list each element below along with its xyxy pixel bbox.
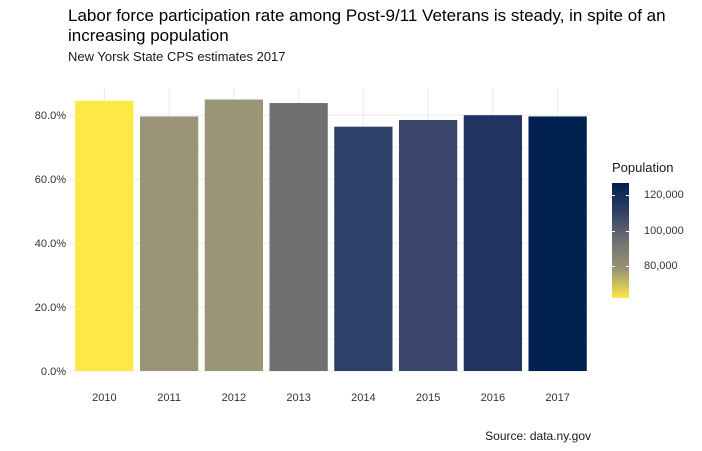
y-tick-label: 20.0% xyxy=(35,302,66,314)
x-tick-label: 2014 xyxy=(351,392,375,404)
legend-tick-mark xyxy=(612,230,615,232)
legend-tick-mark xyxy=(626,230,629,232)
x-tick-label: 2013 xyxy=(286,392,310,404)
y-tick-label: 0.0% xyxy=(41,366,66,378)
bars xyxy=(75,99,587,372)
legend-color-bar xyxy=(612,183,629,298)
x-axis-ticks: 2010 2011 2012 2013 2014 2015 2016 2017 xyxy=(92,392,570,404)
chart-title: Labor force participation rate among Pos… xyxy=(68,6,666,45)
legend-title: Population xyxy=(612,160,674,175)
x-tick-label: 2017 xyxy=(545,392,569,404)
y-tick-label: 80.0% xyxy=(35,110,66,122)
bar-2010 xyxy=(75,100,134,372)
x-tick-label: 2010 xyxy=(92,392,116,404)
x-tick-label: 2011 xyxy=(157,392,181,404)
legend-tick-label: 120,000 xyxy=(644,189,684,202)
y-tick-label: 40.0% xyxy=(35,238,66,250)
x-tick-label: 2015 xyxy=(416,392,440,404)
y-tick-label: 60.0% xyxy=(35,174,66,186)
legend-tick-mark xyxy=(612,266,615,268)
bar-2017 xyxy=(528,116,587,371)
x-tick-label: 2016 xyxy=(481,392,505,404)
x-tick-label: 2012 xyxy=(222,392,246,404)
bar-2012 xyxy=(204,99,264,371)
bar-2016 xyxy=(463,115,523,372)
legend-tick-mark xyxy=(626,195,629,197)
legend-tick-label: 100,000 xyxy=(644,224,684,237)
legend-tick-label: 80,000 xyxy=(644,260,678,273)
y-axis-ticks: 0.0% 20.0% 40.0% 60.0% 80.0% xyxy=(35,110,66,378)
bar-2013 xyxy=(269,103,328,371)
legend-tick-mark xyxy=(612,195,615,197)
chart-subtitle: New Yorsk State CPS estimates 2017 xyxy=(68,49,286,64)
chart-caption: Source: data.ny.gov xyxy=(485,429,591,443)
bar-2014 xyxy=(334,126,393,371)
legend-tick-mark xyxy=(626,266,629,268)
bar-2011 xyxy=(139,116,199,371)
bar-2015 xyxy=(398,119,458,371)
